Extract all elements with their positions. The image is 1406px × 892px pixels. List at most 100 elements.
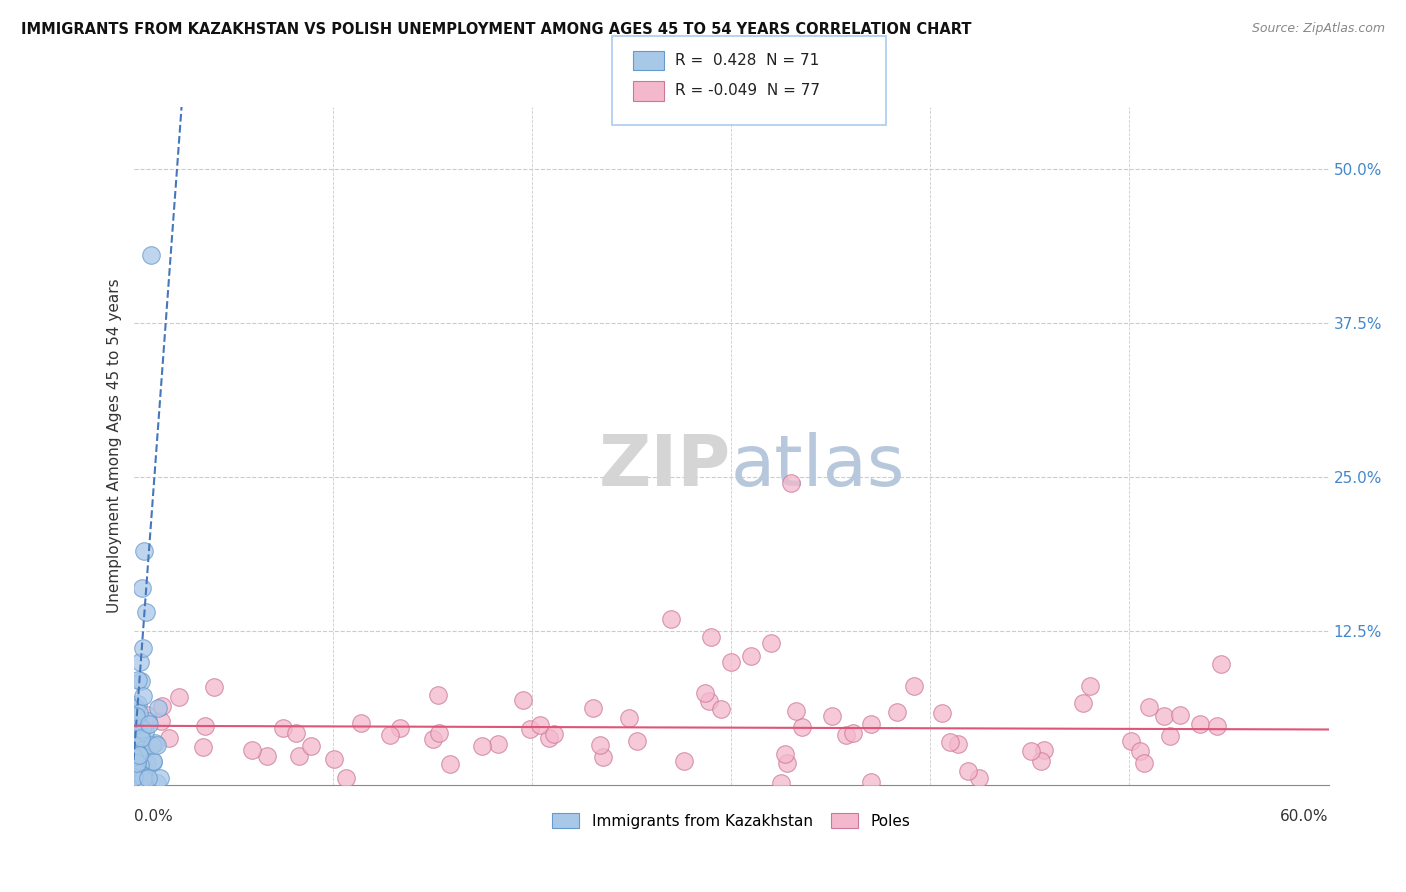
- Point: [136, 772, 159, 786]
- Point: [125, 777, 148, 791]
- Point: [128, 775, 150, 789]
- Point: [471, 739, 494, 753]
- Point: [125, 755, 148, 769]
- Point: [946, 737, 969, 751]
- Point: [422, 731, 444, 746]
- Point: [1189, 716, 1212, 731]
- Point: [323, 752, 346, 766]
- Point: [131, 738, 153, 752]
- Point: [1205, 718, 1227, 732]
- Point: [128, 744, 150, 758]
- Point: [136, 707, 159, 722]
- Point: [132, 771, 155, 785]
- Point: [127, 730, 149, 744]
- Point: [131, 722, 153, 736]
- Point: [1209, 657, 1232, 672]
- Point: [538, 731, 561, 746]
- Point: [132, 690, 155, 704]
- Point: [1159, 729, 1181, 743]
- Text: IMMIGRANTS FROM KAZAKHSTAN VS POLISH UNEMPLOYMENT AMONG AGES 45 TO 54 YEARS CORR: IMMIGRANTS FROM KAZAKHSTAN VS POLISH UNE…: [21, 22, 972, 37]
- Point: [124, 701, 146, 715]
- Point: [710, 701, 733, 715]
- Point: [191, 739, 214, 754]
- Point: [903, 679, 925, 693]
- Point: [931, 706, 953, 720]
- Point: [427, 726, 450, 740]
- Point: [770, 776, 793, 790]
- Point: [141, 738, 163, 752]
- Point: [149, 714, 172, 729]
- Point: [125, 750, 148, 764]
- Point: [127, 698, 149, 712]
- Point: [127, 747, 149, 761]
- Point: [285, 726, 308, 740]
- Point: [131, 581, 153, 595]
- Point: [146, 776, 169, 790]
- Point: [700, 630, 723, 644]
- Point: [129, 757, 152, 772]
- Point: [148, 700, 170, 714]
- Point: [125, 764, 148, 779]
- Point: [779, 475, 801, 490]
- Point: [149, 771, 172, 785]
- Point: [486, 737, 509, 751]
- Point: [842, 726, 865, 740]
- Point: [271, 721, 294, 735]
- Point: [127, 713, 149, 727]
- Point: [582, 701, 605, 715]
- Point: [956, 764, 979, 778]
- Point: [967, 771, 990, 785]
- Point: [128, 706, 150, 720]
- Point: [439, 757, 461, 772]
- Point: [335, 771, 357, 785]
- Point: [145, 738, 167, 752]
- Point: [1153, 709, 1175, 723]
- Point: [124, 723, 146, 737]
- Point: [125, 709, 148, 723]
- Point: [167, 690, 190, 704]
- Point: [122, 719, 145, 733]
- Point: [132, 772, 155, 787]
- Point: [122, 770, 145, 784]
- Point: [131, 758, 153, 772]
- Point: [127, 771, 149, 785]
- Point: [124, 762, 146, 776]
- Point: [512, 693, 534, 707]
- Point: [695, 686, 717, 700]
- Point: [820, 709, 842, 723]
- Point: [143, 736, 166, 750]
- Point: [127, 768, 149, 782]
- Point: [124, 719, 146, 733]
- Point: [626, 734, 648, 748]
- Point: [939, 734, 962, 748]
- Point: [128, 766, 150, 780]
- Text: R = -0.049  N = 77: R = -0.049 N = 77: [675, 84, 820, 98]
- Point: [128, 731, 150, 746]
- Point: [150, 699, 173, 714]
- Text: 0.0%: 0.0%: [134, 809, 173, 823]
- Text: R =  0.428  N = 71: R = 0.428 N = 71: [675, 54, 820, 68]
- Point: [835, 728, 858, 742]
- Point: [127, 757, 149, 772]
- Y-axis label: Unemployment Among Ages 45 to 54 years: Unemployment Among Ages 45 to 54 years: [107, 278, 122, 614]
- Point: [157, 731, 180, 745]
- Point: [299, 739, 322, 753]
- Point: [135, 606, 156, 620]
- Point: [129, 766, 152, 780]
- Point: [776, 756, 799, 771]
- Point: [242, 743, 264, 757]
- Point: [256, 749, 278, 764]
- Point: [886, 705, 908, 719]
- Point: [1032, 743, 1054, 757]
- Point: [1019, 744, 1042, 758]
- Point: [122, 749, 145, 764]
- Point: [135, 756, 157, 770]
- Point: [1129, 744, 1152, 758]
- Point: [122, 718, 145, 732]
- Point: [592, 749, 614, 764]
- Point: [134, 768, 156, 782]
- Point: [759, 636, 782, 650]
- Point: [589, 738, 612, 752]
- Text: 60.0%: 60.0%: [1281, 809, 1329, 823]
- Point: [128, 655, 150, 669]
